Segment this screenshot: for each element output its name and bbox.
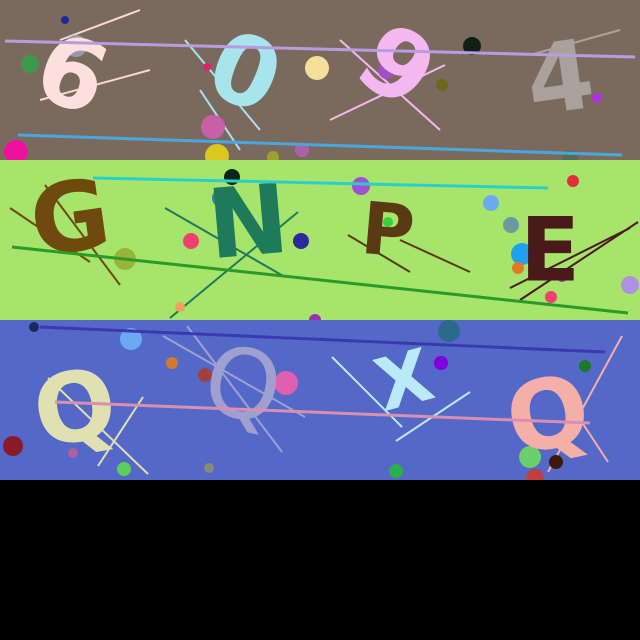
row-2-strike-line-2 <box>11 245 629 315</box>
row-3-noise <box>3 320 623 487</box>
row-2-noise <box>9 169 639 326</box>
row-2-strike-line-1 <box>92 176 549 190</box>
row-1-strike-line-1 <box>4 39 636 59</box>
row-3-strike-line-1 <box>39 325 606 354</box>
row-1-strike-line-2 <box>17 133 623 157</box>
row-2-char-4: E <box>520 199 580 302</box>
row-1-noise <box>4 9 621 168</box>
row-2-char-1: G <box>23 157 117 279</box>
row-1-band <box>0 0 640 160</box>
row-3-char-1: Q <box>25 346 125 470</box>
empty-background <box>0 480 640 640</box>
row-1-char-4: 4 <box>519 18 601 138</box>
row-3-strike-line-2 <box>54 400 591 425</box>
row-2-char-3: P <box>358 186 418 274</box>
